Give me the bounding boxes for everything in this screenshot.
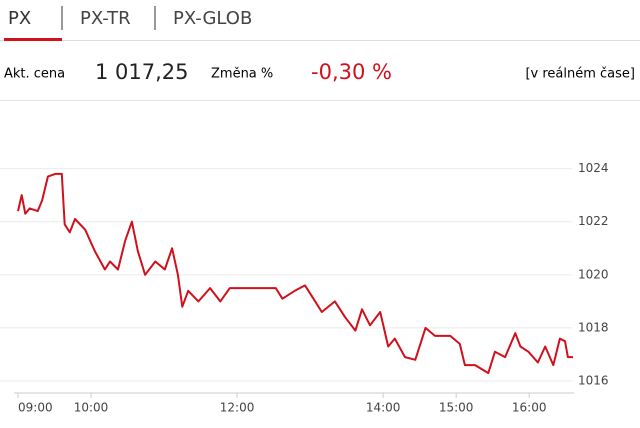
price-label: Akt. cena xyxy=(4,67,65,82)
change-label: Změna % xyxy=(211,67,273,82)
tab[interactable]: PX xyxy=(8,8,31,29)
price: 1 017,25 xyxy=(95,60,189,84)
y-tick-label: 1016 xyxy=(578,374,609,388)
x-tick-label: 09:00 xyxy=(18,401,53,415)
y-tick-label: 1018 xyxy=(578,320,609,334)
tab[interactable]: PX-TR xyxy=(80,8,131,29)
y-tick-label: 1024 xyxy=(578,161,609,175)
change: -0,30 % xyxy=(311,60,392,84)
y-tick-label: 1022 xyxy=(578,214,609,228)
x-tick-label: 12:00 xyxy=(220,401,255,415)
y-tick-label: 1020 xyxy=(578,267,609,281)
x-tick-label: 14:00 xyxy=(366,401,401,415)
x-tick-label: 10:00 xyxy=(74,401,109,415)
active-tab-indicator xyxy=(4,38,62,41)
tab[interactable]: PX-GLOB xyxy=(173,8,252,29)
x-tick-label: 15:00 xyxy=(439,401,474,415)
chart: 1016 1018 1020 1022 1024 09:00 10:00 12:00 14:00… xyxy=(0,161,609,415)
x-tick-label: 16:00 xyxy=(512,401,547,415)
price-line xyxy=(17,172,573,375)
realtime-note: [v reálném čase] xyxy=(525,67,635,82)
